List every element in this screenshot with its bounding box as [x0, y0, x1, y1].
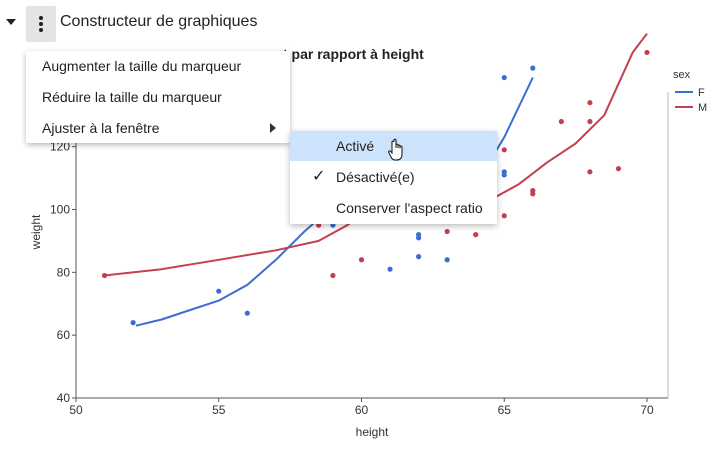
- submenu-item-label: Conserver l'aspect ratio: [336, 200, 483, 216]
- x-tick-label: 55: [212, 403, 226, 417]
- data-point-M: [587, 100, 593, 106]
- kebab-menu-icon[interactable]: [26, 6, 56, 42]
- data-point-M: [358, 257, 365, 263]
- x-axis-label: height: [356, 425, 389, 439]
- menu-item-label: Réduire la taille du marqueur: [42, 89, 222, 105]
- y-tick-label: 120: [50, 140, 70, 154]
- data-point-F: [530, 65, 536, 71]
- data-point-M: [558, 118, 564, 125]
- chart-axes: [75, 92, 669, 399]
- page-title: Constructeur de graphiques: [60, 13, 258, 30]
- legend-items: FM: [675, 87, 707, 114]
- data-point-M: [615, 166, 622, 172]
- data-point-M: [587, 169, 593, 175]
- data-point-M: [501, 147, 507, 153]
- y-axis-label: weight: [29, 214, 43, 250]
- submenu-item-label: Activé: [336, 138, 375, 154]
- submenu-item-keep-aspect-ratio[interactable]: Conserver l'aspect ratio: [290, 193, 497, 223]
- data-point-M: [530, 191, 536, 197]
- chart-builder-header: Constructeur de graphiques: [0, 0, 718, 46]
- data-point-M: [473, 232, 479, 238]
- data-point-M: [101, 272, 108, 279]
- data-point-F: [416, 232, 422, 238]
- x-tick-label: 65: [498, 403, 512, 417]
- context-menu: Augmenter la taille du marqueur Réduire …: [26, 51, 290, 143]
- chevron-right-icon: [270, 123, 276, 133]
- submenu-item-disabled[interactable]: ✓ Désactivé(e): [290, 162, 497, 192]
- y-tick-label: 60: [57, 328, 71, 342]
- y-tick-label: 100: [50, 203, 70, 217]
- data-point-F: [244, 310, 250, 316]
- y-tick-label: 40: [57, 391, 71, 405]
- chart-title: t par rapport à height: [283, 46, 424, 62]
- menu-item-decrease-marker[interactable]: Réduire la taille du marqueur: [26, 82, 290, 112]
- menu-item-label: Ajuster à la fenêtre: [42, 120, 160, 136]
- data-point-F: [444, 257, 450, 263]
- legend-title: sex: [673, 69, 691, 81]
- legend: sex FM: [673, 69, 707, 114]
- check-icon: ✓: [312, 168, 326, 185]
- legend-label: M: [698, 102, 707, 114]
- x-ticks: 50 55 60 65 70: [69, 398, 654, 417]
- data-point-F: [216, 288, 222, 294]
- legend-label: F: [698, 87, 705, 99]
- x-tick-label: 70: [640, 403, 654, 417]
- y-tick-label: 80: [57, 265, 71, 279]
- x-tick-label: 50: [69, 403, 83, 417]
- data-point-F: [130, 320, 136, 326]
- data-point-F: [501, 169, 507, 175]
- data-point-F: [387, 266, 393, 272]
- data-point-M: [587, 118, 593, 125]
- data-point-F: [416, 254, 422, 260]
- data-point-M: [444, 228, 450, 235]
- data-point-M: [644, 49, 650, 56]
- data-point-M: [501, 213, 507, 219]
- menu-item-label: Augmenter la taille du marqueur: [42, 58, 242, 74]
- menu-item-increase-marker[interactable]: Augmenter la taille du marqueur: [26, 51, 290, 81]
- data-point-M: [330, 272, 336, 279]
- submenu-item-label: Désactivé(e): [336, 169, 415, 185]
- data-point-F: [501, 74, 507, 81]
- hand-cursor-icon: [388, 138, 403, 161]
- triangle-down-icon[interactable]: [6, 19, 16, 25]
- x-tick-label: 60: [355, 403, 369, 417]
- menu-item-fit-to-window[interactable]: Ajuster à la fenêtre: [26, 113, 290, 143]
